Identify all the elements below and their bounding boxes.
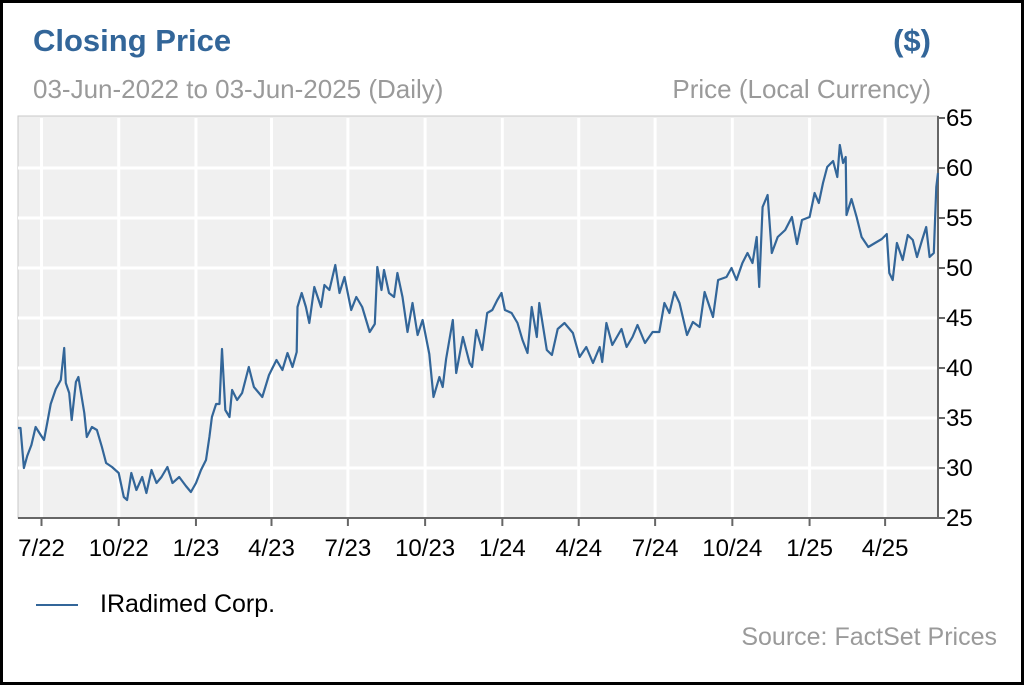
currency-unit: ($) xyxy=(893,23,931,58)
x-tick-label: 1/25 xyxy=(786,535,833,562)
y-tick-label: 55 xyxy=(946,205,973,232)
y-tick-label: 40 xyxy=(946,355,973,382)
source-note: Source: FactSet Prices xyxy=(741,623,997,651)
x-tick-label: 4/25 xyxy=(862,535,909,562)
y-tick-label: 30 xyxy=(946,455,973,482)
legend-swatch xyxy=(36,603,78,606)
x-tick-label: 10/24 xyxy=(702,535,762,562)
x-tick-label: 7/23 xyxy=(325,535,372,562)
x-tick-label: 4/24 xyxy=(555,535,602,562)
y-tick-label: 65 xyxy=(946,105,973,132)
y-tick-label: 35 xyxy=(946,405,973,432)
y-axis-label: Price (Local Currency) xyxy=(672,74,931,104)
x-tick-label: 10/23 xyxy=(395,535,455,562)
y-tick-label: 50 xyxy=(946,255,973,282)
y-tick-label: 25 xyxy=(946,505,973,532)
x-tick-label: 1/23 xyxy=(173,535,220,562)
y-tick-label: 45 xyxy=(946,305,973,332)
legend-label: IRadimed Corp. xyxy=(100,590,276,618)
x-tick-label: 7/22 xyxy=(18,535,65,562)
series-line-iradimed xyxy=(18,143,940,502)
legend: IRadimed Corp. xyxy=(36,590,275,619)
chart-title: Closing Price xyxy=(33,23,232,58)
x-tick-label: 1/24 xyxy=(479,535,526,562)
x-tick-label: 10/22 xyxy=(89,535,149,562)
x-tick-label: 7/24 xyxy=(632,535,679,562)
chart-subtitle: 03-Jun-2022 to 03-Jun-2025 (Daily) xyxy=(33,74,444,104)
y-tick-label: 60 xyxy=(946,155,973,182)
x-tick-label: 4/23 xyxy=(248,535,295,562)
